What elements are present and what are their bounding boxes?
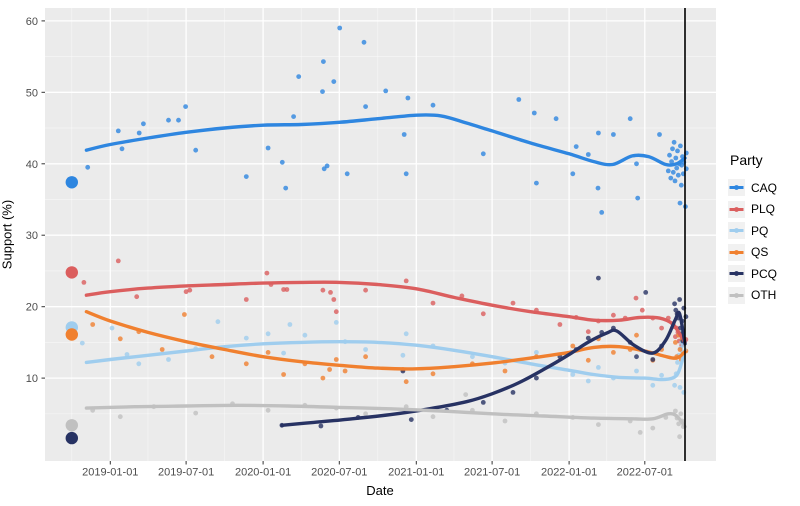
trend-line-PQ [84, 339, 687, 382]
x-tick-label: 2022-07-01 [617, 467, 673, 479]
legend-key-PCQ [728, 265, 745, 283]
y-axis-title: Support (%) [0, 199, 15, 270]
y-tick-label: 60 [26, 16, 38, 28]
trend-line-CAQ [84, 113, 687, 167]
y-tick-label: 20 [26, 302, 38, 314]
legend-entry-QS: QS [728, 242, 800, 264]
legend-entry-PQ: PQ [728, 220, 800, 242]
start-result-dot-PLQ [65, 266, 79, 279]
y-tick-label: 40 [26, 159, 38, 171]
legend-label-PCQ: PCQ [751, 266, 778, 281]
trend-line-PCQ [280, 310, 687, 427]
x-tick-label: 2019-01-01 [82, 467, 138, 479]
legend-label-PQ: PQ [751, 223, 769, 238]
legend-key-PLQ [728, 200, 745, 218]
legend-entry-CAQ: CAQ [728, 177, 800, 199]
legend-entry-OTH: OTH [728, 285, 800, 307]
x-tick-label: 2020-01-01 [235, 467, 291, 479]
legend-title: Party [730, 152, 763, 168]
x-axis-title: Date [366, 483, 394, 498]
x-tick-label: 2021-01-01 [388, 467, 444, 479]
trend-line-OTH [84, 403, 687, 429]
x-tick-label: 2021-07-01 [464, 467, 520, 479]
start-result-dot-PCQ [65, 431, 79, 445]
legend-key-OTH [728, 286, 745, 304]
grid-minor [45, 8, 716, 461]
start-result-dot-OTH [65, 419, 79, 432]
legend-label-PLQ: PLQ [751, 202, 776, 217]
legend-entry-PLQ: PLQ [728, 199, 800, 221]
plot-panel [45, 8, 716, 461]
start-result-dot-QS [65, 328, 79, 341]
legend-label-CAQ: CAQ [751, 180, 778, 195]
legend-label-OTH: OTH [751, 288, 777, 303]
legend-key-CAQ [728, 179, 745, 197]
legend-key-QS [728, 243, 745, 261]
y-tick-label: 50 [26, 87, 38, 99]
y-tick-label: 10 [26, 373, 38, 385]
trend-line-PLQ [84, 280, 687, 345]
grid-major [45, 8, 716, 461]
legend-entries: CAQ PLQ PQ QS PCQ OTH [728, 177, 800, 306]
legend-key-PQ [728, 222, 745, 240]
start-result-dot-CAQ [65, 176, 79, 189]
legend: Party CAQ PLQ PQ QS PCQ OTH [728, 152, 800, 306]
x-tick-label: 2022-01-01 [541, 467, 597, 479]
axis-ticks: 2019-01-01 2019-07-01 2020-01-01 2020-07-01… [26, 16, 673, 479]
y-tick-label: 30 [26, 230, 38, 242]
x-tick-label: 2019-07-01 [158, 467, 214, 479]
legend-entry-PCQ: PCQ [728, 263, 800, 285]
x-tick-label: 2020-07-01 [311, 467, 367, 479]
legend-label-QS: QS [751, 245, 769, 260]
